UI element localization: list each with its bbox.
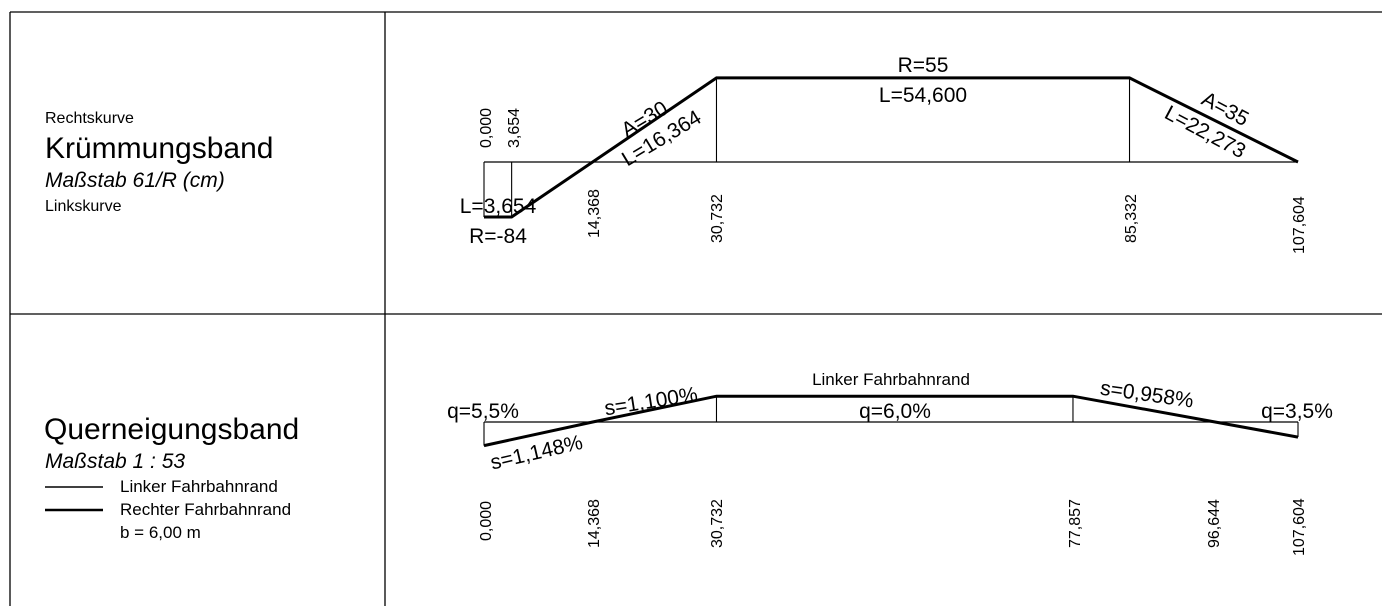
cross-station-14368: 14,368 <box>586 499 603 548</box>
cross-station-96644: 96,644 <box>1206 499 1223 548</box>
crossfall-band-graph <box>483 394 1299 448</box>
curv-station-85332: 85,332 <box>1123 194 1140 243</box>
curv-station-14368: 14,368 <box>586 189 603 238</box>
cross-station-30732: 30,732 <box>709 499 726 548</box>
annotation-q-end: q=3,5% <box>1261 400 1333 423</box>
annotation-q-start: q=5,5% <box>447 400 519 423</box>
annotation-s-right: s=0,958% <box>1099 377 1195 413</box>
left-curve-label: Linkskurve <box>45 198 122 215</box>
crossfall-band-scale: Maßstab 1 : 53 <box>45 450 186 473</box>
curv-station-107604: 107,604 <box>1291 196 1308 254</box>
legend-left-edge-label: Linker Fahrbahnrand <box>120 477 278 496</box>
annotation-s-lower: s=1,148% <box>488 431 585 475</box>
crossfall-profile-line <box>483 394 1299 448</box>
right-curve-label: Rechtskurve <box>45 110 134 127</box>
annotation-q-middle: q=6,0% <box>859 400 931 423</box>
segment-label-r-55: R=55 <box>898 54 949 77</box>
crossfall-top-label: Linker Fahrbahnrand <box>812 370 970 389</box>
segment-label-l-54600: L=54,600 <box>879 84 967 107</box>
curvature-band-scale: Maßstab 61/R (cm) <box>45 169 225 192</box>
cross-station-77857: 77,857 <box>1067 499 1084 548</box>
cross-station-107604: 107,604 <box>1291 498 1308 556</box>
crossfall-band-title: Querneigungsband <box>44 413 300 446</box>
curv-station-0000: 0,000 <box>478 108 495 148</box>
annotation-s-upper: s=1,100% <box>603 383 699 420</box>
curv-station-3654: 3,654 <box>506 108 523 148</box>
curvature-band-title: Krümmungsband <box>45 132 274 165</box>
segment-label-r-84: R=-84 <box>469 225 527 248</box>
road-width-note: b = 6,00 m <box>120 523 201 542</box>
curvature-band-graph <box>483 76 1299 219</box>
curv-station-30732: 30,732 <box>709 194 726 243</box>
segment-label-l-3654: L=3,654 <box>460 195 537 218</box>
curvature-profile-line <box>484 76 1299 219</box>
cross-station-0000: 0,000 <box>478 501 495 541</box>
legend-right-edge-label: Rechter Fahrbahnrand <box>120 500 292 519</box>
